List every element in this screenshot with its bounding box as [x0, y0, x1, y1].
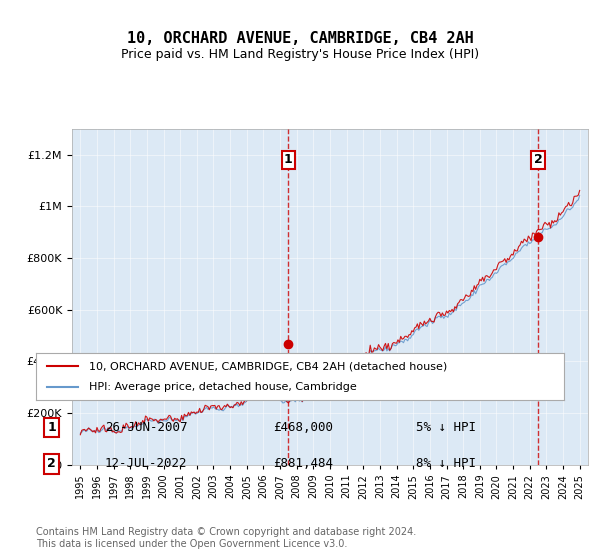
Text: Contains HM Land Registry data © Crown copyright and database right 2024.
This d: Contains HM Land Registry data © Crown c…	[36, 527, 416, 549]
Text: 1: 1	[284, 153, 293, 166]
Text: 12-JUL-2022: 12-JUL-2022	[104, 458, 187, 470]
Text: HPI: Average price, detached house, Cambridge: HPI: Average price, detached house, Camb…	[89, 382, 356, 392]
Text: 2: 2	[533, 153, 542, 166]
Text: 1: 1	[47, 421, 56, 434]
Text: 10, ORCHARD AVENUE, CAMBRIDGE, CB4 2AH: 10, ORCHARD AVENUE, CAMBRIDGE, CB4 2AH	[127, 31, 473, 46]
Text: £468,000: £468,000	[274, 421, 334, 434]
Text: Price paid vs. HM Land Registry's House Price Index (HPI): Price paid vs. HM Land Registry's House …	[121, 48, 479, 60]
Text: 2: 2	[47, 458, 56, 470]
Text: £881,484: £881,484	[274, 458, 334, 470]
Text: 26-JUN-2007: 26-JUN-2007	[104, 421, 187, 434]
Text: 8% ↓ HPI: 8% ↓ HPI	[416, 458, 476, 470]
Text: 5% ↓ HPI: 5% ↓ HPI	[416, 421, 476, 434]
Text: 10, ORCHARD AVENUE, CAMBRIDGE, CB4 2AH (detached house): 10, ORCHARD AVENUE, CAMBRIDGE, CB4 2AH (…	[89, 361, 447, 371]
